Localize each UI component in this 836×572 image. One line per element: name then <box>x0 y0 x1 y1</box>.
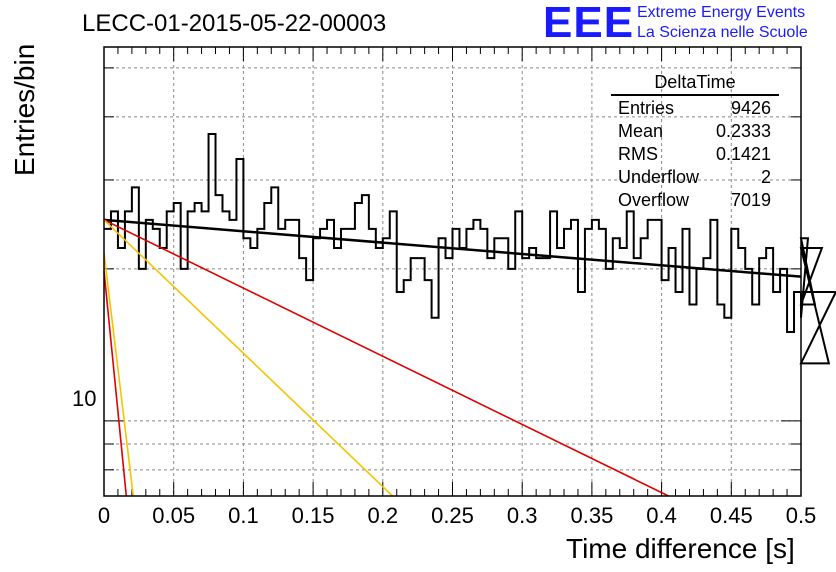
x-tick-label: 0.35 <box>570 503 614 528</box>
x-axis-title: Time difference [s] <box>566 533 795 564</box>
x-tick-label: 0.45 <box>709 503 753 528</box>
eee-logo: EEE <box>543 0 635 47</box>
stats-row-underflow: Underflow 2 <box>611 166 779 189</box>
plot-frame <box>103 46 802 497</box>
run-title: LECC-01-2015-05-22-00003 <box>82 10 387 37</box>
fit-curve <box>103 219 669 497</box>
stats-label: Entries <box>618 98 675 118</box>
y-axis-title: Entries/bin <box>9 43 40 176</box>
stats-label: Underflow <box>618 167 700 187</box>
stats-value: 2 <box>760 167 771 187</box>
histogram-steps <box>104 132 836 365</box>
y-tick-label: 10 <box>72 386 97 411</box>
eee-logo-line1: Extreme Energy Events <box>637 4 806 21</box>
x-tick-label: 0 <box>97 503 111 528</box>
fit-curves <box>103 218 802 497</box>
x-tick-label: 0.1 <box>228 503 259 528</box>
fit-curve <box>103 218 802 278</box>
fit-curve <box>103 252 135 497</box>
x-tick-label: 0.3 <box>506 503 538 528</box>
stats-row-mean: Mean 0.2333 <box>611 120 779 143</box>
stats-value: 0.1421 <box>715 144 771 164</box>
x-tick-label: 0.25 <box>431 503 474 528</box>
stats-value: 0.2333 <box>715 121 771 141</box>
x-tick-label: 0.2 <box>367 503 399 528</box>
stats-label: RMS <box>618 144 658 164</box>
stats-value: 9426 <box>730 98 771 118</box>
stats-row-overflow: Overflow 7019 <box>611 189 779 212</box>
stats-row-entries: Entries 9426 <box>611 97 779 120</box>
fit-curve <box>103 270 128 497</box>
stats-value: 7019 <box>730 190 771 210</box>
x-tick-label: 0.5 <box>785 503 817 528</box>
x-tick-label: 0.05 <box>152 503 196 528</box>
stats-label: Overflow <box>618 190 690 210</box>
histogram <box>104 132 836 365</box>
grid-lines <box>104 47 801 496</box>
stats-label: Mean <box>618 121 664 141</box>
x-tick-label: 0.4 <box>646 503 677 528</box>
stats-title: DeltaTime <box>611 72 779 96</box>
stats-row-rms: RMS 0.1421 <box>611 143 779 166</box>
x-tick-label: 0.15 <box>291 503 335 528</box>
fit-curve <box>103 219 394 497</box>
stats-box: DeltaTime Entries 9426 Mean 0.2333 RMS 0.14… <box>611 72 779 212</box>
eee-logo-line2: La Scienza nelle Scuole <box>637 24 808 41</box>
